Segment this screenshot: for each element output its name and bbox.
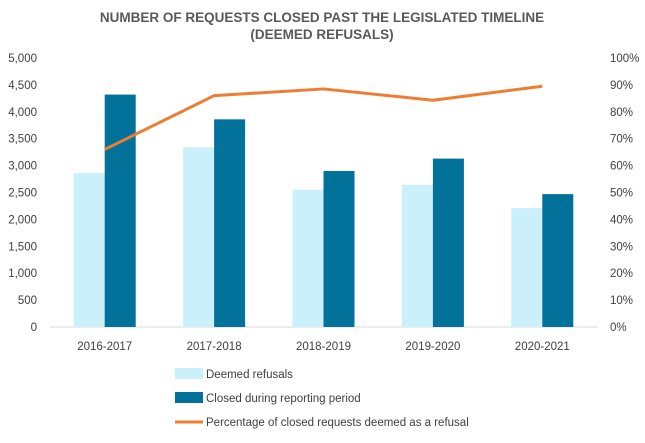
legend-label-percentage: Percentage of closed requests deemed as …	[206, 417, 469, 429]
right-axis-tick-label: 60%	[610, 161, 633, 173]
left-axis-tick-label: 4,000	[8, 107, 37, 119]
line-percentage-deemed-refusal	[104, 84, 543, 151]
bar-deemed-refusals-2019-2020	[401, 184, 433, 327]
x-axis-tick-label: 2019-2020	[405, 341, 460, 353]
bar-closed-during-reporting-period-2016-2017	[104, 94, 136, 327]
right-axis-tick-label: 30%	[610, 241, 633, 253]
right-axis-tick-label: 80%	[610, 107, 633, 119]
left-axis: 0 500 1,000 1,500 2,000 2,500 3,000 3,500 4,000 4…	[8, 53, 37, 334]
right-axis-tick-label: 50%	[610, 188, 633, 200]
left-axis-tick-label: 1,500	[8, 241, 37, 253]
x-axis: 2016-2017 2017-2018 2018-2019 2019-2020 2020…	[77, 341, 570, 353]
left-axis-tick-label: 0	[31, 322, 37, 334]
right-axis-tick-label: 100%	[610, 53, 639, 65]
left-axis-tick-label: 2,000	[8, 214, 37, 226]
legend-label-deemed-refusals: Deemed refusals	[206, 369, 293, 381]
right-axis: 0% 10% 20% 30% 40% 50% 60% 70% 80% 90% 100%	[610, 53, 639, 334]
bar-closed-during-reporting-period-2018-2019	[323, 170, 355, 327]
line-series	[104, 84, 543, 151]
legend-swatch-deemed-refusals	[175, 368, 203, 379]
right-axis-tick-label: 40%	[610, 214, 633, 226]
legend-swatch-closed	[175, 392, 203, 403]
bar-deemed-refusals-2020-2021	[511, 208, 543, 327]
x-axis-tick-label: 2018-2019	[296, 341, 351, 353]
legend-label-closed: Closed during reporting period	[206, 393, 361, 405]
left-axis-tick-label: 3,000	[8, 161, 37, 173]
left-axis-tick-label: 2,500	[8, 188, 37, 200]
x-axis-tick-label: 2020-2021	[515, 341, 570, 353]
right-axis-tick-label: 20%	[610, 268, 633, 280]
bar-closed-during-reporting-period-2017-2018	[214, 119, 246, 327]
right-axis-tick-label: 0%	[610, 322, 627, 334]
left-axis-tick-label: 3,500	[8, 134, 37, 146]
right-axis-tick-label: 70%	[610, 134, 633, 146]
x-axis-tick-label: 2016-2017	[77, 341, 132, 353]
left-axis-tick-label: 4,500	[8, 80, 37, 92]
bar-deemed-refusals-2018-2019	[292, 189, 324, 327]
chart-title-line-1: NUMBER OF REQUESTS CLOSED PAST THE LEGIS…	[100, 10, 544, 25]
left-axis-tick-label: 500	[18, 295, 37, 307]
right-axis-tick-label: 10%	[610, 295, 633, 307]
x-axis-tick-label: 2017-2018	[187, 341, 242, 353]
legend: Deemed refusals Closed during reporting …	[175, 368, 469, 429]
bar-closed-during-reporting-period-2019-2020	[432, 158, 464, 327]
right-axis-tick-label: 90%	[610, 80, 633, 92]
bar-closed-during-reporting-period-2020-2021	[542, 194, 574, 327]
left-axis-tick-label: 1,000	[8, 268, 37, 280]
bar-deemed-refusals-2016-2017	[73, 173, 105, 327]
chart-title-line-2: (DEEMED REFUSALS)	[250, 27, 393, 42]
bar-deemed-refusals-2017-2018	[183, 147, 215, 327]
bars	[73, 94, 574, 327]
left-axis-tick-label: 5,000	[8, 53, 37, 65]
